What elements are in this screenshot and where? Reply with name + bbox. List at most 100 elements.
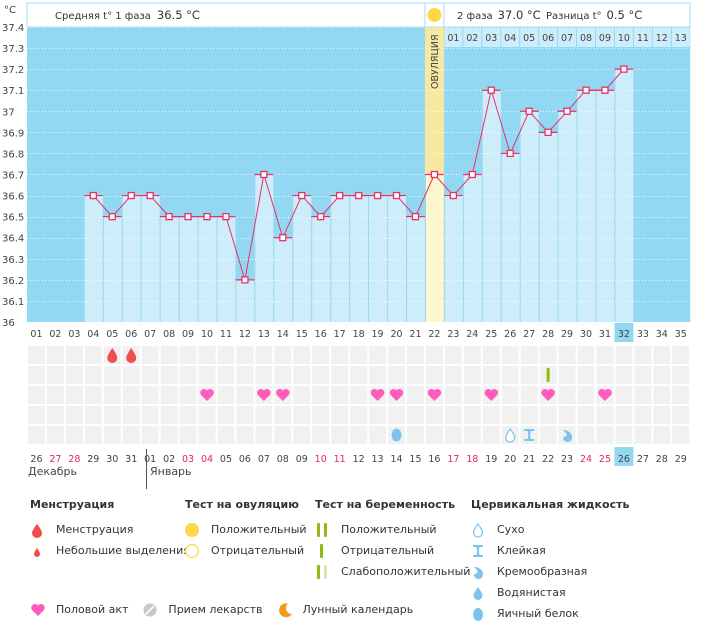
temperature-segment: [509, 111, 530, 154]
marker-cell: [331, 426, 349, 444]
cycle-day-label: 08: [163, 329, 175, 340]
marker-cell: [672, 406, 690, 424]
marker-cell: [388, 366, 405, 384]
y-tick-label: 37: [2, 107, 15, 118]
marker-cell: [634, 386, 652, 404]
legend-item: Слабоположительный: [315, 561, 470, 582]
phase2-day-label: 03: [485, 33, 497, 44]
cycle-day-label: 28: [542, 329, 554, 340]
marker-cell: [482, 366, 500, 384]
cycle-day-label: 27: [523, 329, 535, 340]
marker-cell: [558, 406, 576, 424]
y-tick-label: 37.3: [2, 44, 24, 55]
legend-item: Клейкая: [471, 540, 629, 561]
marker-cell: [425, 406, 443, 424]
marker-cell: [103, 366, 121, 384]
cycle-day-label: 17: [334, 329, 346, 340]
phase2-value: 37.0 °C: [498, 8, 541, 22]
legend-title: Менструация: [30, 498, 115, 511]
marker-cell: [141, 406, 159, 424]
temperature-point: [392, 191, 401, 200]
marker-cell: [350, 346, 368, 364]
marker-cell: [141, 346, 159, 364]
heart-icon: [598, 388, 612, 401]
legend-item: Прием лекарств: [142, 599, 263, 620]
temperature-segment: [471, 90, 492, 175]
phase2-day-label: 12: [656, 33, 668, 44]
marker-cell: [103, 426, 121, 444]
calendar-date-label: 25: [599, 454, 611, 465]
temperature-bar: [406, 216, 425, 322]
calendar-date-label: 08: [277, 454, 289, 465]
temperature-point: [373, 191, 382, 200]
temperature-point: [241, 276, 249, 284]
marker-cell: [388, 346, 405, 364]
temperature-bar: [576, 90, 596, 322]
calendar-date-label: 30: [106, 454, 118, 465]
calendar-date-label: 27: [637, 454, 649, 465]
dry-icon: [505, 427, 516, 443]
marker-cell: [463, 366, 481, 384]
marker-cell: [84, 346, 102, 364]
marker-cell: [46, 366, 64, 384]
phase2-day-label: 04: [504, 33, 516, 44]
marker-cell: [577, 366, 595, 384]
marker-cell: [28, 426, 45, 444]
marker-cell: [615, 366, 633, 384]
marker-cell: [615, 406, 633, 424]
calendar-date-label: 02: [163, 454, 175, 465]
calendar-date-label: 06: [239, 454, 251, 465]
cycle-day-label: 11: [220, 329, 232, 340]
marker-cell: [141, 426, 159, 444]
marker-cell: [444, 366, 462, 384]
marker-cell: [103, 386, 121, 404]
marker-cell: [122, 406, 140, 424]
cycle-day-label: 30: [580, 329, 592, 340]
cycle-day-label: 34: [656, 329, 668, 340]
marker-cell: [350, 366, 368, 384]
marker-cell: [293, 386, 311, 404]
y-tick-label: 36.2: [2, 276, 24, 287]
phase2-day-cell: [633, 28, 652, 47]
marker-cell: [407, 426, 424, 444]
marker-cell: [160, 346, 178, 364]
phase2-day-cell: [652, 28, 671, 47]
temperature-bar: [614, 69, 634, 323]
unit-label: °C: [4, 5, 16, 16]
calendar-date-label: 28: [656, 454, 668, 465]
sticky-icon: [471, 543, 489, 559]
marker-cell: [350, 406, 368, 424]
marker-cell: [122, 426, 140, 444]
marker-cell: [596, 366, 614, 384]
marker-cell: [501, 366, 519, 384]
marker-cell: [482, 406, 500, 424]
calendar-date-label: 18: [466, 454, 478, 465]
marker-cell: [217, 346, 235, 364]
temperature-point: [260, 170, 268, 179]
marker-cell: [84, 366, 102, 384]
y-tick-label: 36.4: [2, 234, 24, 245]
legend-item: Кремообразная: [471, 561, 629, 582]
single-line-icon: [315, 543, 333, 559]
temperature-bar: [102, 216, 122, 322]
marker-cell: [46, 346, 64, 364]
sun-icon: [427, 8, 442, 22]
marker-cell: [179, 426, 197, 444]
calendar-date-label: 09: [296, 454, 308, 465]
marker-cell: [369, 346, 387, 364]
ovulation-label: ОВУЛЯЦИЯ: [430, 34, 441, 89]
marker-cell: [463, 426, 481, 444]
menstruation-icon: [126, 348, 137, 363]
watery-drop-icon: [471, 585, 489, 601]
temperature-bar: [368, 195, 388, 322]
marker-cell: [596, 406, 614, 424]
temperature-bar: [443, 195, 463, 322]
marker-cell: [634, 366, 652, 384]
creamy-icon: [563, 430, 573, 443]
temperature-point: [506, 149, 514, 158]
cycle-day-label: 01: [30, 329, 42, 340]
calendar-date-label: 14: [390, 454, 402, 465]
legend-title: Тест на беременность: [315, 498, 456, 511]
marker-cell: [520, 386, 538, 404]
temperature-point: [127, 191, 135, 200]
